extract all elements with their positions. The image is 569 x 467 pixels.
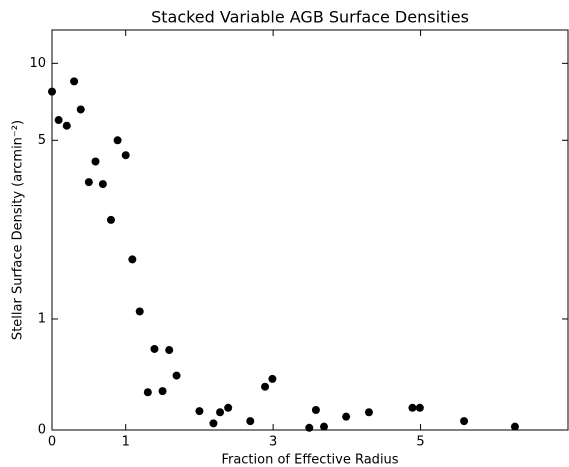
x-tick-label: 1 (122, 435, 130, 450)
point (48, 87, 56, 96)
point (172, 371, 181, 380)
y-tick-label: 10 (29, 56, 46, 71)
point (261, 382, 270, 391)
point (216, 408, 225, 417)
point (150, 344, 159, 353)
point (121, 151, 130, 160)
point (311, 406, 320, 415)
point (91, 157, 100, 166)
point (106, 215, 115, 224)
point (158, 387, 167, 396)
point (113, 136, 122, 145)
point (305, 423, 314, 432)
point (320, 422, 329, 431)
point (246, 417, 255, 426)
point (70, 77, 79, 86)
x-tick-label: 0 (48, 435, 56, 450)
point (460, 417, 469, 426)
point (76, 105, 85, 114)
point (342, 412, 351, 421)
x-tick-label: 5 (416, 435, 424, 450)
chart-title: Stacked Variable AGB Surface Densities (151, 8, 469, 27)
x-axis-label: Fraction of Effective Radius (221, 453, 398, 467)
point (268, 374, 277, 383)
point (364, 408, 373, 417)
point (209, 419, 218, 428)
point (128, 255, 137, 264)
y-tick-label: 5 (38, 133, 46, 148)
point (224, 403, 233, 412)
point (98, 180, 107, 189)
x-tick-label: 3 (269, 435, 277, 450)
plot-frame (51, 29, 569, 431)
point (54, 116, 63, 125)
point (195, 407, 204, 416)
point (135, 307, 144, 316)
point (143, 388, 152, 397)
point (84, 178, 93, 187)
y-tick-label: 1 (38, 311, 46, 326)
point (62, 121, 71, 130)
point (510, 422, 519, 431)
point (408, 403, 417, 412)
point (165, 346, 174, 355)
point (415, 403, 424, 412)
y-tick-label: 0 (38, 423, 46, 438)
y-axis-label: Stellar Surface Density (arcmin⁻²) (11, 120, 26, 340)
